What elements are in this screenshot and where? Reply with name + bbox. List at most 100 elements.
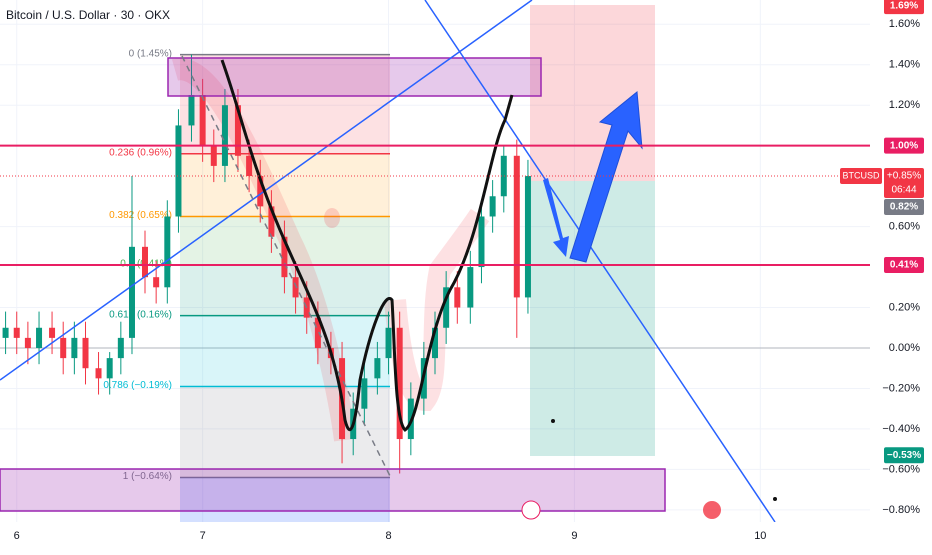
y-tick-label: 1.60% [889, 18, 920, 30]
candle-body [117, 337, 124, 359]
fib-band [180, 315, 390, 387]
candle-body [82, 337, 89, 369]
candle-body [2, 327, 9, 338]
candle-body [513, 155, 520, 298]
candle-body [128, 246, 135, 338]
candle-body [199, 95, 206, 146]
candle-body [24, 337, 31, 348]
price-badge-label: 1.00% [890, 140, 918, 151]
highlight [324, 208, 340, 228]
candle-body [489, 196, 496, 217]
fib-label: 0.382 (0.65%) [109, 210, 172, 221]
highlight [172, 58, 356, 442]
candle-body [13, 327, 20, 338]
y-tick-label: 1.40% [889, 59, 920, 71]
candle-body [385, 327, 392, 359]
x-tick-label: 8 [385, 530, 391, 542]
countdown: 06:44 [891, 185, 916, 196]
y-tick-label: 0.60% [889, 221, 920, 233]
candle-body [71, 337, 78, 359]
candle-body [524, 176, 531, 298]
candle-body [478, 216, 485, 268]
candle-body [432, 327, 438, 359]
fib-label: 0.786 (−0.19%) [103, 380, 172, 391]
event-icon[interactable] [521, 500, 541, 520]
y-tick-label: 1.20% [889, 99, 920, 111]
x-tick-label: 10 [754, 530, 766, 542]
fib-retracement: 0 (1.45%)0.236 (0.96%)0.382 (0.65%)0.5 (… [103, 48, 390, 522]
y-tick-label: 0.00% [889, 342, 920, 354]
zone [167, 57, 542, 97]
candle-body [292, 277, 299, 298]
candle-body [60, 337, 67, 359]
price-badge-label: 0.41% [890, 260, 918, 271]
price-badge [884, 0, 924, 15]
trend-line [424, 0, 776, 523]
chart-title: Bitcoin / U.S. Dollar · 30 · OKX [6, 8, 170, 22]
candle-body [36, 327, 43, 348]
y-tick-label: −0.80% [882, 504, 920, 516]
arrow [569, 91, 643, 263]
candle-body [467, 267, 474, 308]
symbol-badge [840, 168, 882, 185]
candle-body [142, 246, 148, 278]
price-label: +0.85% [887, 171, 921, 182]
price-badge [884, 257, 924, 274]
dot [773, 497, 777, 501]
fib-label: 0.618 (0.16%) [109, 309, 172, 320]
candle-body [95, 368, 102, 379]
dot [551, 419, 555, 423]
candles [2, 54, 531, 474]
candle-body [500, 155, 507, 197]
candle-body [188, 95, 195, 126]
candle-body [281, 236, 288, 278]
trend-line [0, 0, 533, 381]
time-axis [0, 522, 870, 550]
zone [0, 468, 666, 512]
price-badge [884, 447, 924, 464]
y-tick-label: 0.20% [889, 301, 920, 313]
candle-body [257, 176, 264, 207]
y-tick-label: −0.20% [882, 382, 920, 394]
prev-close-label: 0.82% [890, 202, 918, 213]
x-tick-label: 9 [571, 530, 577, 542]
candle-body [234, 105, 241, 156]
candle-body [246, 155, 253, 177]
candle-body [374, 358, 381, 379]
candle-body [396, 327, 403, 440]
candle-body [153, 277, 160, 288]
candle-body [454, 287, 461, 308]
x-tick-label: 6 [14, 530, 20, 542]
y-tick-label: −0.60% [882, 463, 920, 475]
price-badge [884, 137, 924, 154]
stop-zone [530, 5, 655, 181]
x-tick-label: 7 [200, 530, 206, 542]
flag-icon[interactable] [703, 501, 721, 519]
curve [220, 59, 514, 432]
candle-body [106, 358, 113, 379]
fib-band [180, 477, 390, 522]
horizontal-lines [0, 144, 870, 267]
fib-band [180, 54, 390, 154]
axes: 1.60% 1.40% 1.20% 0.60% 0.20% 0.00% −0.20% −0.4… [14, 0, 924, 542]
fib-label: 0.236 (0.96%) [109, 147, 172, 158]
price-badge-label: −0.53% [887, 450, 921, 461]
candle-body [210, 145, 217, 166]
candle-body [49, 327, 56, 338]
y-tick-label: −0.40% [882, 423, 920, 435]
prev-close-badge [884, 199, 924, 216]
candle-body [221, 105, 228, 166]
candle-body [361, 378, 368, 409]
symbol-label: BTCUSD [842, 170, 880, 180]
fib-label: 1 (−0.64%) [123, 471, 172, 482]
price-badge-label: 1.69% [890, 1, 918, 12]
candle-body [268, 206, 275, 237]
price-badge [884, 168, 924, 199]
candle-body [314, 317, 321, 348]
candle-body [443, 287, 450, 328]
candle-body [175, 125, 182, 217]
arrow [543, 178, 569, 257]
candle-body [164, 216, 171, 288]
